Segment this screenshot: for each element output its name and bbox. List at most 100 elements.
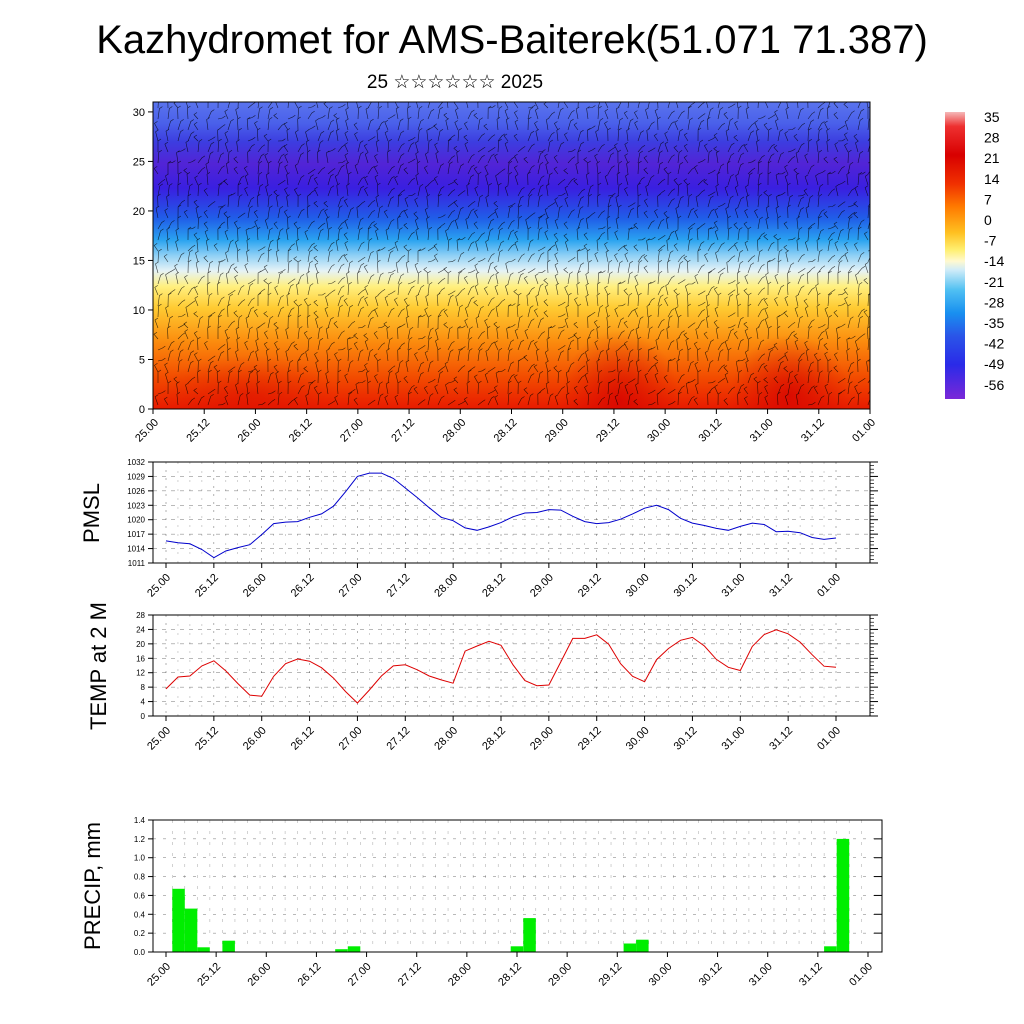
temp-y-axis: 0 4 8 12 16 20 24 28	[136, 611, 878, 721]
precip-y-axis: 0.0 0.2 0.4 0.6 0.8 1.0 1.2 1.4	[134, 816, 882, 957]
y-tick-label: 0	[141, 712, 146, 721]
x-tick-label: 29.00	[546, 961, 574, 989]
precip-bar	[636, 939, 649, 952]
precip-bar	[824, 946, 837, 952]
pmsl-frame	[152, 461, 871, 564]
colorbar-label: -7	[984, 233, 997, 249]
precip-bar	[222, 940, 235, 952]
x-tick-label: 29.12	[596, 961, 624, 989]
x-tick-label: 30.00	[624, 572, 652, 600]
precip-y-label: PRECIP, mm	[80, 822, 105, 950]
temp-frame	[152, 614, 871, 717]
cross-section-panel: 0 5 10 15 20 25 30 25.00 25.12 26.00 26.12 27.00 27…	[133, 101, 878, 445]
colorbar-label: 21	[984, 150, 1000, 166]
pmsl-y-axis: 1011 1014 1017 1020 1023 1026 1029 1032	[127, 458, 878, 568]
y-tick-label: 1.0	[134, 854, 146, 863]
precip-bars	[172, 838, 850, 952]
pmsl-y-label: PMSL	[79, 483, 104, 543]
x-tick-label: 25.00	[133, 417, 161, 445]
x-tick-label: 31.00	[747, 961, 775, 989]
x-tick-label: 28.00	[432, 725, 460, 753]
x-tick-label: 01.00	[850, 417, 878, 445]
y-tick-label: 20	[136, 640, 145, 649]
x-tick-label: 31.00	[748, 417, 776, 445]
page-title: Kazhydromet for AMS-Baiterek(51.071 71.3…	[96, 18, 928, 62]
x-tick-label: 31.00	[719, 572, 747, 600]
colorbar-label: -21	[984, 274, 1004, 290]
colorbar-labels: 35 28 21 14 7 0 -7 -14 -21 -28 -35 -42 -49 -56	[984, 109, 1004, 393]
x-tick-label: 26.12	[289, 572, 317, 600]
warm-core-3	[160, 355, 340, 409]
pmsl-line	[165, 472, 837, 559]
x-tick-label: 25.00	[145, 961, 173, 989]
x-tick-label: 29.00	[528, 725, 556, 753]
y-tick-label: 0.0	[134, 948, 146, 957]
y-tick-label: 1.4	[134, 816, 146, 825]
x-tick-label: 01.00	[815, 572, 843, 600]
x-tick-label: 25.12	[184, 417, 212, 445]
colorbar-label: 7	[984, 191, 992, 207]
x-tick-label: 26.12	[287, 417, 315, 445]
precip-bar	[836, 838, 850, 952]
y-tick-label: 1.2	[134, 835, 146, 844]
precip-x-axis: 25.00 25.12 26.00 26.12 27.00 27.12 28.00 28.12…	[145, 952, 875, 989]
x-tick-label: 30.12	[672, 725, 700, 753]
y-tick-label: 10	[133, 305, 145, 317]
warm-core-1	[560, 330, 680, 409]
x-tick-label: 28.12	[480, 725, 508, 753]
colorbar-label: -35	[984, 315, 1004, 331]
x-tick-label: 25.12	[193, 725, 221, 753]
x-tick-label: 30.12	[672, 572, 700, 600]
x-tick-label: 27.12	[396, 961, 424, 989]
x-tick-label: 26.00	[241, 572, 269, 600]
x-tick-label: 26.12	[296, 961, 324, 989]
temp-grid	[153, 614, 870, 717]
x-tick-label: 30.12	[697, 417, 725, 445]
colorbar-label: -14	[984, 253, 1004, 269]
x-tick-label: 01.00	[815, 725, 843, 753]
y-tick-label: 1023	[127, 501, 145, 510]
x-tick-label: 31.12	[797, 961, 825, 989]
precip-bar	[623, 943, 637, 952]
precip-bar	[184, 908, 198, 952]
x-tick-label: 30.00	[645, 417, 673, 445]
y-tick-label: 15	[133, 255, 145, 267]
y-tick-label: 1017	[127, 530, 145, 539]
y-tick-label: 1014	[127, 545, 145, 554]
x-tick-label: 31.00	[719, 725, 747, 753]
pmsl-grid	[153, 461, 870, 564]
colorbar-gradient	[945, 112, 965, 399]
y-tick-label: 1020	[127, 516, 145, 525]
x-tick-label: 27.12	[389, 417, 417, 445]
x-tick-label: 01.00	[847, 961, 875, 989]
colorbar-label: 0	[984, 212, 992, 228]
precip-bar	[197, 947, 210, 952]
x-tick-label: 31.12	[799, 417, 827, 445]
y-tick-label: 0.2	[134, 929, 146, 938]
colorbar-label: 28	[984, 130, 1000, 146]
y-tick-label: 0.6	[134, 891, 146, 900]
pmsl-x-axis: 25.00 25.12 26.00 26.12 27.00 27.12 28.00 28.12…	[145, 563, 843, 600]
cross-section-y-axis: 0 5 10 15 20 25 30	[133, 107, 153, 416]
y-tick-label: 1029	[127, 472, 145, 481]
y-tick-label: 20	[133, 206, 145, 218]
y-tick-label: 30	[133, 107, 145, 119]
colorbar-label: -28	[984, 294, 1004, 310]
x-tick-label: 28.00	[446, 961, 474, 989]
y-tick-label: 28	[136, 611, 145, 620]
y-tick-label: 24	[136, 625, 145, 634]
y-tick-label: 1032	[127, 458, 145, 467]
x-tick-label: 27.12	[384, 725, 412, 753]
y-tick-label: 0.4	[134, 910, 146, 919]
x-tick-label: 25.00	[145, 725, 173, 753]
x-tick-label: 30.12	[697, 961, 725, 989]
x-tick-label: 26.00	[241, 725, 269, 753]
colorbar-label: -42	[984, 336, 1004, 352]
y-tick-label: 1026	[127, 487, 145, 496]
x-tick-label: 29.00	[543, 417, 571, 445]
y-tick-label: 1011	[128, 559, 146, 568]
cross-section-x-axis: 25.00 25.12 26.00 26.12 27.00 27.12 28.00 28.12…	[133, 409, 878, 445]
x-tick-label: 30.00	[647, 961, 675, 989]
